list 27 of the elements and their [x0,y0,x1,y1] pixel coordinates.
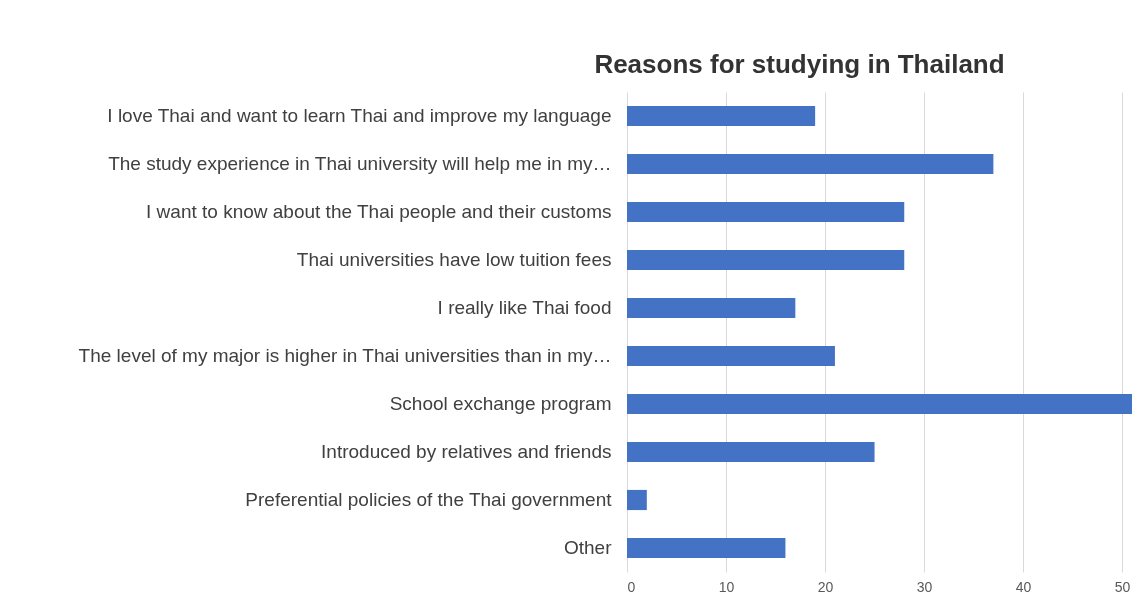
y-tick-label: I love Thai and want to learn Thai and improve my language [107,105,612,126]
bar [627,345,835,367]
bar [627,297,796,319]
y-tick-label: I really like Thai food [437,297,612,318]
x-tick-label: 10 [718,578,735,595]
y-tick-label: The study experience in Thai university will help me in my… [108,153,612,174]
bar [627,105,816,127]
bar [627,249,905,271]
y-tick-label: Thai universities have low tuition fees [296,249,612,270]
y-tick-label: Preferential policies of the Thai government [245,489,613,510]
y-tick-label: I want to know about the Thai people and their customs [146,201,612,222]
x-tick-label: 30 [916,578,933,595]
bar [627,393,1132,415]
bar [627,153,994,175]
y-tick-label: School exchange program [389,393,612,414]
chart-title: Reasons for studying in Thailand [594,49,1005,79]
x-tick-label: 40 [1015,578,1032,595]
x-tick-label: 50 [1114,578,1131,595]
x-tick-label: 0 [627,578,636,595]
bar [627,441,875,463]
bar [627,201,905,223]
y-tick-label: The level of my major is higher in Thai universities than in my… [78,345,612,366]
bar [627,489,647,511]
bar [627,537,786,559]
y-tick-label: Other [563,537,613,558]
x-tick-label: 20 [817,578,834,595]
y-tick-label: Introduced by relatives and friends [321,441,612,462]
